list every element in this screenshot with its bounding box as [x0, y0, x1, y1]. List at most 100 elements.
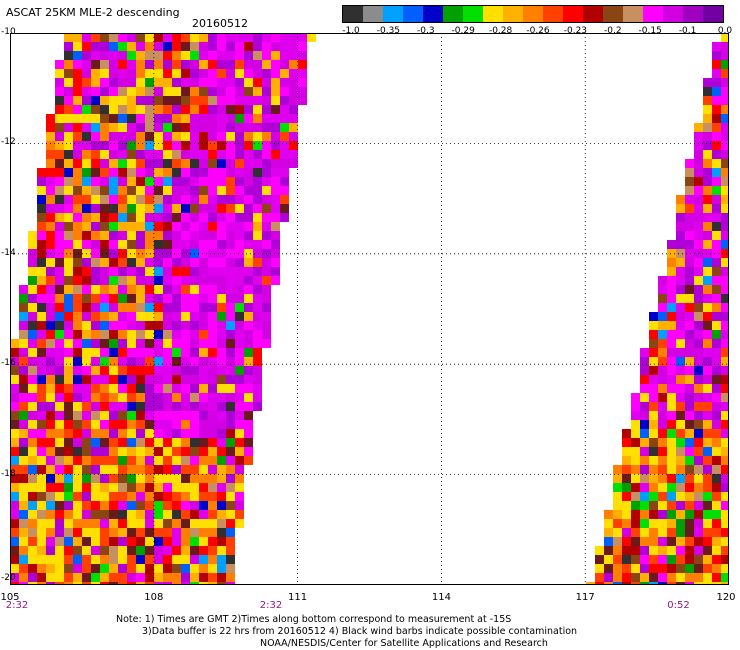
swath-cell: [100, 420, 109, 429]
swath-cell: [631, 393, 640, 402]
swath-cell: [109, 420, 118, 429]
swath-cell: [37, 222, 46, 231]
swath-cell: [181, 195, 190, 204]
swath-cell: [235, 96, 244, 105]
swath-cell: [226, 159, 235, 168]
swath-cell: [631, 546, 640, 555]
swath-cell: [226, 456, 235, 465]
swath-cell: [46, 240, 55, 249]
swath-cell: [91, 195, 100, 204]
swath-cell: [703, 240, 712, 249]
swath-cell: [145, 159, 154, 168]
swath-cell: [217, 357, 226, 366]
swath-cell: [703, 195, 712, 204]
swath-cell: [46, 573, 55, 582]
swath-cell: [46, 321, 55, 330]
swath-cell: [28, 546, 37, 555]
swath-cell: [667, 510, 676, 519]
swath-cell: [37, 555, 46, 564]
swath-cell: [127, 411, 136, 420]
swath-cell: [127, 528, 136, 537]
swath-cell: [199, 483, 208, 492]
swath-cell: [109, 483, 118, 492]
swath-cell: [145, 429, 154, 438]
swath-cell: [208, 240, 217, 249]
swath-cell: [649, 573, 658, 582]
swath-cell: [28, 348, 37, 357]
swath-cell: [82, 582, 91, 585]
swath-cell: [667, 546, 676, 555]
swath-cell: [631, 519, 640, 528]
swath-cell: [280, 42, 289, 51]
swath-cell: [604, 537, 613, 546]
swath-cell: [676, 294, 685, 303]
swath-cell: [154, 366, 163, 375]
swath-cell: [82, 348, 91, 357]
swath-cell: [658, 339, 667, 348]
swath-cell: [145, 492, 154, 501]
swath-cell: [613, 546, 622, 555]
swath-cell: [712, 204, 721, 213]
swath-cell: [82, 519, 91, 528]
swath-cell: [181, 474, 190, 483]
swath-cell: [91, 465, 100, 474]
swath-cell: [703, 114, 712, 123]
swath-cell: [91, 573, 100, 582]
swath-cell: [262, 150, 271, 159]
swath-cell: [19, 312, 28, 321]
swath-cell: [271, 51, 280, 60]
swath-cell: [208, 159, 217, 168]
swath-cell: [640, 402, 649, 411]
swath-cell: [244, 168, 253, 177]
swath-cell: [658, 474, 667, 483]
swath-cell: [82, 546, 91, 555]
swath-cell: [145, 465, 154, 474]
swath-cell: [55, 582, 64, 585]
swath-cell: [271, 195, 280, 204]
swath-cell: [712, 177, 721, 186]
swath-cell: [73, 78, 82, 87]
swath-cell: [244, 267, 253, 276]
swath-cell: [181, 375, 190, 384]
swath-cell: [712, 465, 721, 474]
swath-cell: [253, 222, 262, 231]
swath-cell: [82, 267, 91, 276]
swath-cell: [208, 348, 217, 357]
swath-cell: [226, 231, 235, 240]
swath-cell: [28, 357, 37, 366]
swath-cell: [208, 186, 217, 195]
swath-cell: [253, 357, 262, 366]
swath-cell: [100, 177, 109, 186]
swath-cell: [73, 573, 82, 582]
swath-cell: [613, 573, 622, 582]
swath-cell: [91, 60, 100, 69]
swath-cell: [298, 69, 307, 78]
swath-cell: [28, 231, 37, 240]
longitude-label: 111: [288, 592, 308, 603]
swath-cell: [703, 123, 712, 132]
swath-cell: [46, 537, 55, 546]
swath-cell: [712, 492, 721, 501]
swath-cell: [82, 339, 91, 348]
swath-cell: [154, 123, 163, 132]
swath-cell: [199, 447, 208, 456]
swath-cell: [676, 465, 685, 474]
swath-cell: [721, 546, 729, 555]
swath-cell: [703, 267, 712, 276]
swath-cell: [73, 105, 82, 114]
swath-cell: [82, 105, 91, 114]
swath-cell: [172, 213, 181, 222]
swath-cell: [694, 546, 703, 555]
swath-cell: [100, 429, 109, 438]
swath-cell: [262, 123, 271, 132]
swath-cell: [217, 375, 226, 384]
swath-cell: [208, 492, 217, 501]
swath-cell: [136, 204, 145, 213]
swath-cell: [235, 438, 244, 447]
swath-cell: [154, 294, 163, 303]
swath-cell: [676, 573, 685, 582]
swath-cell: [190, 573, 199, 582]
swath-cell: [64, 249, 73, 258]
swath-cell: [145, 258, 154, 267]
swath-cell: [109, 51, 118, 60]
